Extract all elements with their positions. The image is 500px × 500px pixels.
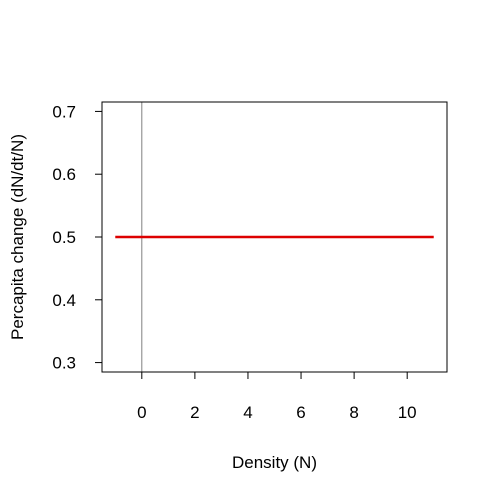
x-tick-label: 6 <box>296 403 305 422</box>
x-tick-label: 10 <box>398 403 417 422</box>
x-axis-title: Density (N) <box>232 453 317 472</box>
x-tick-label: 0 <box>137 403 146 422</box>
x-tick-label: 4 <box>243 403 252 422</box>
y-tick-label: 0.6 <box>52 165 76 184</box>
y-tick-label: 0.3 <box>52 354 76 373</box>
y-tick-label: 0.7 <box>52 102 76 121</box>
y-tick-label: 0.4 <box>52 291 76 310</box>
x-axis: 0 2 4 6 8 10 <box>137 371 417 422</box>
x-tick-label: 2 <box>190 403 199 422</box>
y-tick-label: 0.5 <box>52 228 76 247</box>
x-tick-label: 8 <box>349 403 358 422</box>
y-axis: 0.3 0.4 0.5 0.6 0.7 <box>52 102 103 373</box>
y-axis-title: Percapita change (dN/dt/N) <box>8 134 27 340</box>
